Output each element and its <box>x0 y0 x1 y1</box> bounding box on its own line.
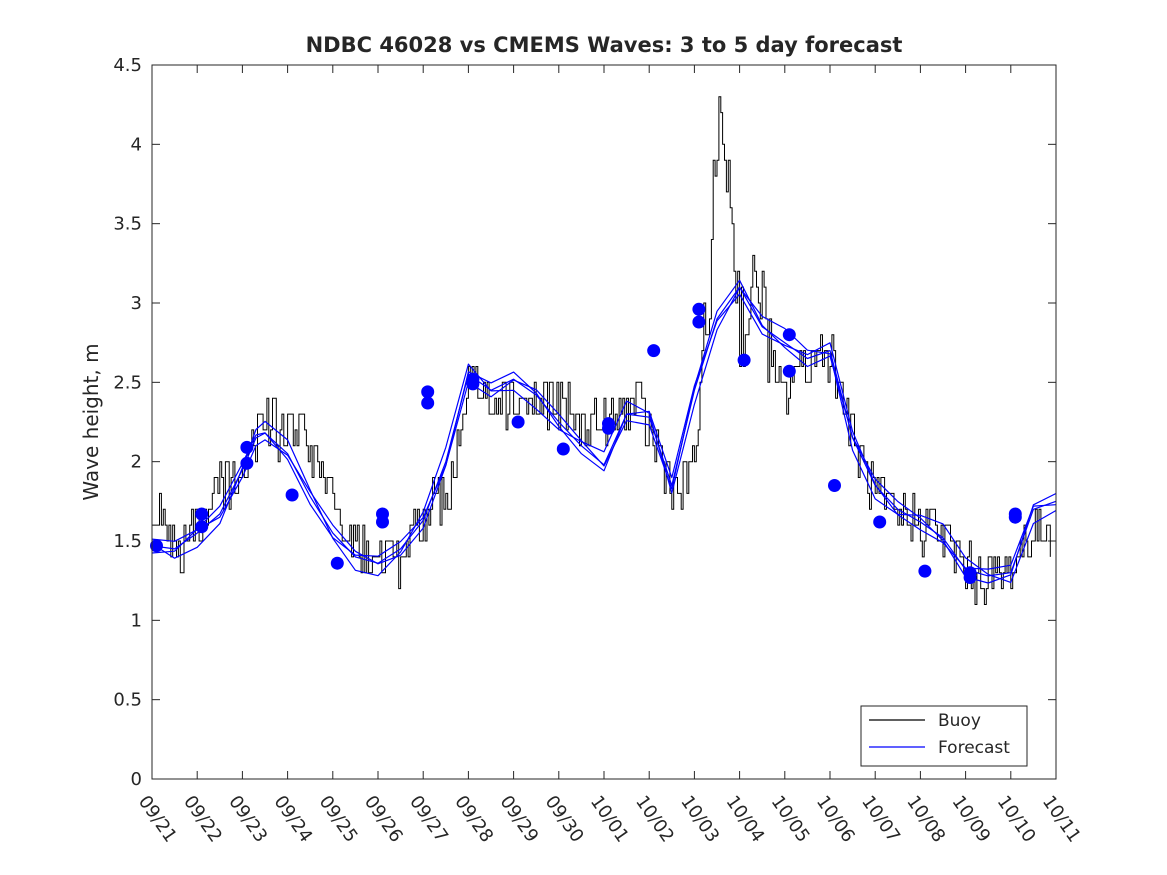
forecast-marker <box>602 417 615 431</box>
y-tick-label: 3 <box>131 293 142 314</box>
y-tick-label: 1.5 <box>113 531 142 552</box>
forecast-marker <box>1008 507 1022 521</box>
y-axis-label: Wave height, m <box>79 343 103 500</box>
forecast-series-line <box>151 286 1057 577</box>
forecast-marker <box>421 396 435 410</box>
forecast-marker <box>828 479 841 492</box>
plot-content <box>150 96 1057 605</box>
y-tick-label: 2.5 <box>113 372 142 393</box>
forecast-marker <box>330 556 344 570</box>
forecast-marker <box>511 415 525 429</box>
forecast-marker <box>692 302 706 316</box>
forecast-marker <box>737 353 751 367</box>
forecast-marker <box>195 507 209 521</box>
forecast-marker <box>466 372 480 386</box>
y-tick-label: 4 <box>131 134 142 155</box>
y-axis: 0 0.5 1 1.5 2 2.5 3 3.5 4 4.5 <box>113 55 1056 790</box>
forecast-marker <box>963 566 977 580</box>
forecast-marker <box>782 328 796 342</box>
forecast-series-line <box>151 293 1057 570</box>
forecast-marker <box>873 515 887 529</box>
forecast-marker <box>692 315 706 329</box>
forecast-marker <box>285 488 299 502</box>
forecast-marker <box>376 507 389 521</box>
forecast-series-line <box>151 287 1057 583</box>
forecast-marker <box>421 385 435 399</box>
y-tick-label: 2 <box>131 452 142 473</box>
forecast-marker <box>195 520 209 534</box>
forecast-marker <box>240 456 254 470</box>
forecast-series-line <box>151 279 1057 584</box>
legend: Buoy Forecast <box>860 705 1028 767</box>
chart-title: NDBC 46028 vs CMEMS Waves: 3 to 5 day fo… <box>306 33 903 57</box>
y-tick-label: 0.5 <box>113 690 142 711</box>
y-tick-label: 0 <box>131 769 142 790</box>
legend-forecast-label: Forecast <box>938 738 1010 758</box>
forecast-marker <box>782 364 796 378</box>
y-tick-label: 3.5 <box>113 214 142 235</box>
axes-box <box>151 64 1057 780</box>
legend-buoy-label: Buoy <box>938 711 981 731</box>
forecast-marker <box>150 539 163 553</box>
forecast-marker <box>240 440 254 454</box>
buoy-series-line <box>152 96 1051 605</box>
forecast-marker <box>647 344 661 358</box>
y-tick-label: 1 <box>131 610 142 631</box>
forecast-marker <box>918 564 932 578</box>
y-tick-label: 4.5 <box>113 55 142 76</box>
forecast-marker <box>556 442 570 456</box>
legend-box <box>860 705 1028 767</box>
